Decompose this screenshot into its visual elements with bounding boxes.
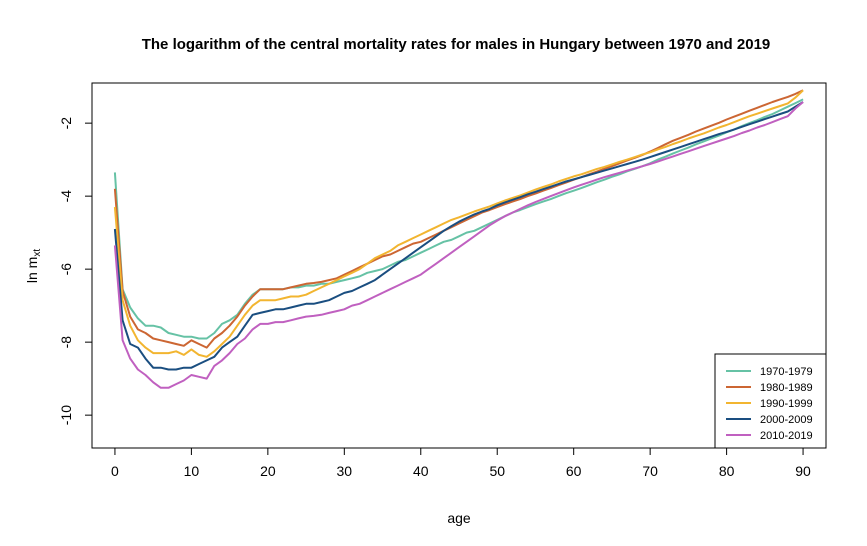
y-axis-label-main: ln m xyxy=(24,257,40,283)
y-tick-label: -8 xyxy=(58,336,74,349)
legend-label: 1970-1979 xyxy=(760,366,813,378)
y-tick-label: -6 xyxy=(58,263,74,276)
legend: 1970-1979 1980-1989 1990-1999 2000-2009 2010… xyxy=(714,353,827,449)
series-line-2010-2019 xyxy=(113,101,804,389)
legend-label: 2010-2019 xyxy=(760,430,813,442)
y-tick-label: -2 xyxy=(58,117,74,130)
x-tick-label: 30 xyxy=(337,463,353,479)
y-axis-label: ln mxt xyxy=(24,249,43,283)
x-tick-label: 70 xyxy=(642,463,658,479)
x-tick-label: 0 xyxy=(111,463,119,479)
x-axis: 0 10 20 30 40 50 60 70 80 90 xyxy=(111,447,811,479)
legend-box xyxy=(714,353,827,449)
y-axis-label-subscript: xt xyxy=(32,249,43,257)
x-tick-label: 20 xyxy=(260,463,276,479)
legend-label: 1980-1989 xyxy=(760,382,813,394)
x-tick-label: 60 xyxy=(566,463,582,479)
series-lines xyxy=(113,89,804,389)
x-tick-label: 10 xyxy=(184,463,200,479)
legend-label: 1990-1999 xyxy=(760,398,813,410)
series-line-1970-1979 xyxy=(113,98,804,340)
series-line-1990-1999 xyxy=(113,89,804,358)
y-axis-label-text: ln mxt xyxy=(24,249,43,283)
x-axis-label: age xyxy=(447,510,471,526)
legend-label: 2000-2009 xyxy=(760,414,813,426)
x-tick-label: 50 xyxy=(489,463,505,479)
chart-title: The logarithm of the central mortality r… xyxy=(142,36,771,53)
y-tick-label: -10 xyxy=(58,405,74,425)
series-line-2000-2009 xyxy=(113,101,804,371)
x-tick-label: 40 xyxy=(413,463,429,479)
x-tick-label: 80 xyxy=(719,463,735,479)
y-axis: -10 -8 -6 -4 -2 xyxy=(58,117,93,425)
series-line-1980-1989 xyxy=(113,89,804,349)
y-tick-label: -4 xyxy=(58,190,74,203)
x-tick-label: 90 xyxy=(795,463,811,479)
